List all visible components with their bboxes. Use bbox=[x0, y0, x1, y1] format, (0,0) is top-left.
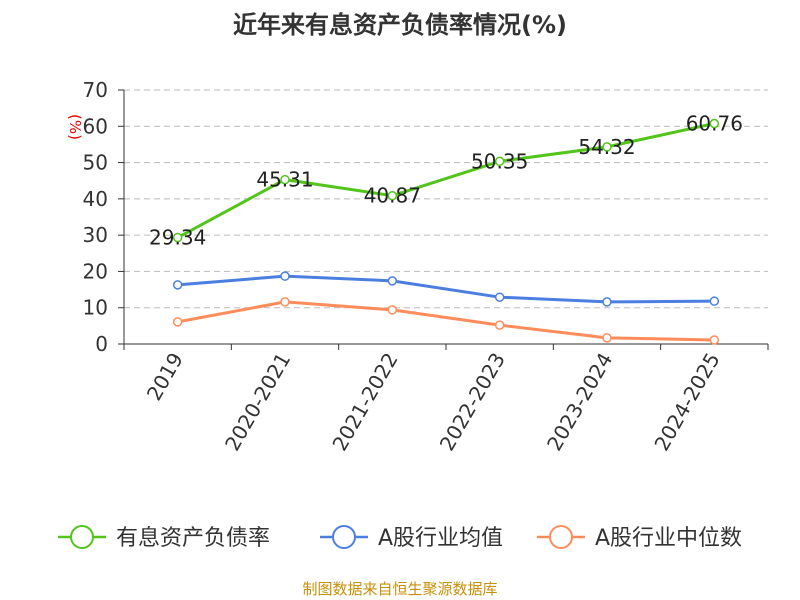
data-point[interactable] bbox=[709, 335, 720, 345]
data-point[interactable] bbox=[494, 292, 505, 302]
x-tick-label: 2022-2023 bbox=[435, 348, 510, 454]
data-point[interactable] bbox=[172, 280, 183, 290]
y-tick-label: 30 bbox=[83, 223, 108, 247]
y-axis-label: (%) bbox=[66, 114, 84, 140]
data-label: 50.35 bbox=[471, 149, 528, 173]
data-label: 54.32 bbox=[578, 135, 635, 159]
data-point[interactable] bbox=[280, 297, 290, 307]
data-label: 60.76 bbox=[686, 112, 743, 136]
series-line bbox=[177, 300, 715, 342]
y-tick-label: 50 bbox=[83, 151, 108, 175]
data-point[interactable] bbox=[494, 156, 505, 167]
legend-circle-icon bbox=[70, 525, 94, 549]
x-tick-label: 2024-2025 bbox=[649, 349, 724, 455]
y-tick-label: 20 bbox=[83, 259, 108, 283]
x-tick-label: 2020-2021 bbox=[220, 349, 295, 455]
legend-label: A股行业均值 bbox=[378, 526, 503, 551]
y-tick-label: 40 bbox=[83, 187, 108, 211]
data-point[interactable] bbox=[387, 276, 398, 286]
data-label: 40.87 bbox=[364, 184, 421, 208]
data-point[interactable] bbox=[387, 190, 398, 201]
x-tick-label: 2023-2024 bbox=[542, 349, 617, 455]
data-point[interactable] bbox=[494, 320, 505, 330]
y-tick-label: 0 bbox=[95, 332, 108, 356]
data-point[interactable] bbox=[387, 305, 398, 315]
series-line bbox=[176, 122, 715, 239]
y-tick-label: 10 bbox=[83, 296, 108, 320]
data-point[interactable] bbox=[602, 142, 612, 152]
legend-circle-icon bbox=[549, 525, 573, 549]
source-note: 制图数据来自恒生聚源数据库 bbox=[302, 580, 497, 598]
data-point[interactable] bbox=[602, 333, 612, 343]
y-tick-label: 60 bbox=[83, 114, 108, 138]
data-point[interactable] bbox=[709, 118, 720, 129]
data-point[interactable] bbox=[280, 271, 290, 281]
legend-circle-icon bbox=[332, 525, 356, 549]
x-tick-label: 2021-2022 bbox=[327, 349, 402, 455]
data-point[interactable] bbox=[602, 297, 612, 307]
legend-label: 有息资产负债率 bbox=[116, 526, 270, 551]
chart-title: 近年来有息资产负债率情况(%) bbox=[233, 11, 567, 39]
data-label: 45.31 bbox=[256, 168, 313, 192]
data-point[interactable] bbox=[172, 232, 183, 243]
legend-item[interactable]: 有息资产负债率 bbox=[58, 525, 270, 551]
data-label: 29.34 bbox=[149, 226, 206, 250]
legend-item[interactable]: A股行业均值 bbox=[320, 525, 503, 551]
data-point[interactable] bbox=[172, 317, 183, 327]
legend-item[interactable]: A股行业中位数 bbox=[537, 525, 742, 551]
x-tick-label: 2019 bbox=[142, 349, 188, 405]
series-line bbox=[177, 274, 715, 304]
data-point[interactable] bbox=[280, 174, 290, 185]
y-tick-label: 70 bbox=[83, 78, 108, 102]
data-point[interactable] bbox=[709, 296, 720, 306]
legend-label: A股行业中位数 bbox=[595, 526, 742, 551]
